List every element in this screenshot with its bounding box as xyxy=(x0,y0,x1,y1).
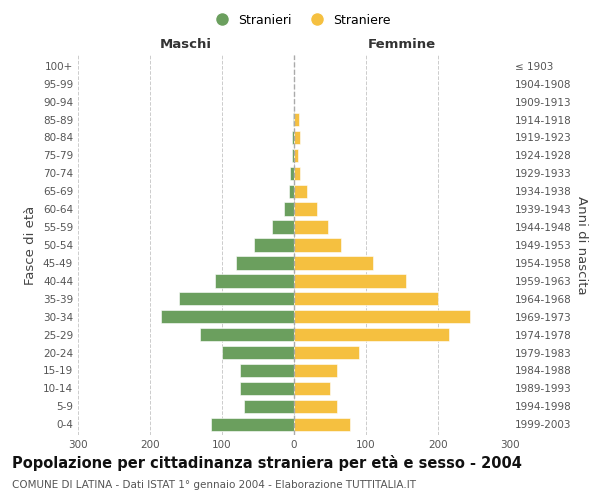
Bar xyxy=(289,184,294,198)
Bar xyxy=(244,400,294,413)
Text: Maschi: Maschi xyxy=(160,38,212,52)
Bar xyxy=(294,292,438,306)
Bar xyxy=(211,418,294,431)
Text: COMUNE DI LATINA - Dati ISTAT 1° gennaio 2004 - Elaborazione TUTTITALIA.IT: COMUNE DI LATINA - Dati ISTAT 1° gennaio… xyxy=(12,480,416,490)
Bar xyxy=(292,130,294,144)
Bar xyxy=(200,328,294,342)
Bar xyxy=(236,256,294,270)
Bar xyxy=(161,310,294,324)
Y-axis label: Fasce di età: Fasce di età xyxy=(25,206,37,284)
Bar xyxy=(294,346,359,360)
Bar xyxy=(240,382,294,395)
Bar xyxy=(293,113,294,126)
Text: Femmine: Femmine xyxy=(368,38,436,52)
Bar xyxy=(215,274,294,287)
Bar xyxy=(294,418,350,431)
Bar xyxy=(292,148,294,162)
Bar xyxy=(294,274,406,287)
Bar xyxy=(222,346,294,360)
Bar xyxy=(179,292,294,306)
Bar xyxy=(294,148,298,162)
Bar xyxy=(294,202,317,216)
Text: Popolazione per cittadinanza straniera per età e sesso - 2004: Popolazione per cittadinanza straniera p… xyxy=(12,455,522,471)
Legend: Stranieri, Straniere: Stranieri, Straniere xyxy=(205,8,395,32)
Bar xyxy=(254,238,294,252)
Bar xyxy=(272,220,294,234)
Y-axis label: Anni di nascita: Anni di nascita xyxy=(575,196,588,294)
Bar xyxy=(294,220,328,234)
Bar xyxy=(290,166,294,180)
Bar xyxy=(294,364,337,377)
Bar xyxy=(294,382,330,395)
Bar xyxy=(294,400,337,413)
Bar xyxy=(294,184,307,198)
Bar xyxy=(284,202,294,216)
Bar xyxy=(294,113,299,126)
Bar xyxy=(294,166,300,180)
Bar xyxy=(294,310,470,324)
Bar xyxy=(294,130,300,144)
Bar xyxy=(294,256,373,270)
Bar xyxy=(294,238,341,252)
Bar xyxy=(240,364,294,377)
Bar xyxy=(294,328,449,342)
